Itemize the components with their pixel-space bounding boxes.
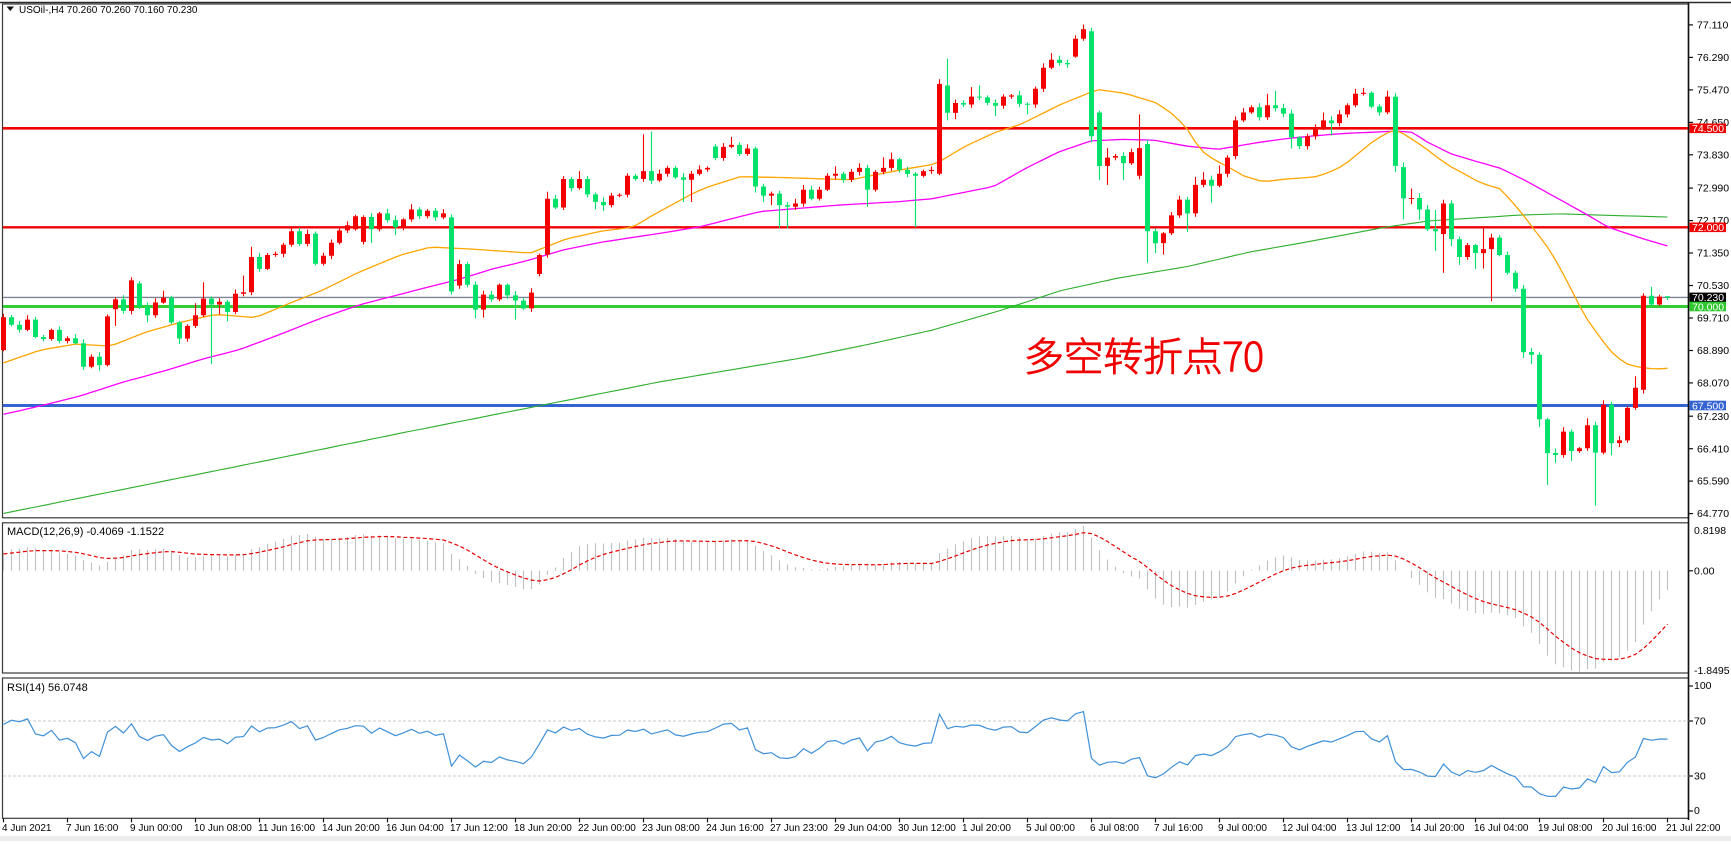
svg-text:77.110: 77.110 [1697,20,1728,32]
svg-text:MACD(12,26,9) -0.4069 -1.1522: MACD(12,26,9) -0.4069 -1.1522 [7,526,164,538]
svg-text:30: 30 [1694,771,1706,783]
svg-text:23 Jun 08:00: 23 Jun 08:00 [642,823,700,834]
svg-text:12 Jul 04:00: 12 Jul 04:00 [1282,823,1337,834]
svg-text:16 Jul 04:00: 16 Jul 04:00 [1474,823,1529,834]
svg-text:70: 70 [1694,716,1706,728]
svg-text:22 Jun 00:00: 22 Jun 00:00 [578,823,636,834]
svg-text:14 Jun 20:00: 14 Jun 20:00 [322,823,380,834]
svg-text:10 Jun 08:00: 10 Jun 08:00 [194,823,252,834]
svg-text:4 Jun 2021: 4 Jun 2021 [2,823,52,834]
svg-text:11 Jun 16:00: 11 Jun 16:00 [258,823,316,834]
svg-text:9 Jun 00:00: 9 Jun 00:00 [130,823,183,834]
svg-text:18 Jun 20:00: 18 Jun 20:00 [514,823,572,834]
svg-text:68.890: 68.890 [1697,345,1729,357]
svg-text:67.500: 67.500 [1692,400,1724,412]
svg-text:17 Jun 12:00: 17 Jun 12:00 [450,823,508,834]
svg-text:67.230: 67.230 [1697,411,1729,423]
svg-text:-1.8495: -1.8495 [1694,665,1730,677]
svg-text:71.350: 71.350 [1697,248,1729,260]
svg-text:27 Jun 23:00: 27 Jun 23:00 [770,823,828,834]
svg-text:75.470: 75.470 [1697,85,1729,97]
svg-text:USOil-,H4 70.260 70.260 70.16: USOil-,H4 70.260 70.260 70.160 70.230 [19,5,198,16]
svg-text:6 Jul 08:00: 6 Jul 08:00 [1090,823,1139,834]
svg-text:66.410: 66.410 [1697,443,1729,455]
svg-text:14 Jul 20:00: 14 Jul 20:00 [1410,823,1465,834]
svg-text:5 Jul 00:00: 5 Jul 00:00 [1026,823,1075,834]
svg-text:30 Jun 12:00: 30 Jun 12:00 [898,823,956,834]
svg-text:70.530: 70.530 [1697,280,1729,292]
svg-text:74.500: 74.500 [1692,123,1724,135]
svg-text:65.590: 65.590 [1697,476,1729,488]
svg-text:70.000: 70.000 [1692,301,1724,313]
svg-text:16 Jun 04:00: 16 Jun 04:00 [386,823,444,834]
svg-text:0.00: 0.00 [1694,566,1715,578]
svg-text:72.000: 72.000 [1692,222,1724,234]
svg-text:7 Jul 16:00: 7 Jul 16:00 [1154,823,1203,834]
svg-text:69.710: 69.710 [1697,313,1729,325]
svg-text:68.070: 68.070 [1697,378,1729,390]
svg-text:19 Jul 08:00: 19 Jul 08:00 [1538,823,1593,834]
svg-text:21 Jul 22:00: 21 Jul 22:00 [1666,823,1721,834]
svg-text:73.830: 73.830 [1697,149,1729,161]
svg-text:0.8198: 0.8198 [1694,525,1726,537]
svg-text:7 Jun 16:00: 7 Jun 16:00 [66,823,119,834]
svg-text:76.290: 76.290 [1697,52,1729,64]
svg-text:64.770: 64.770 [1697,508,1729,520]
svg-text:24 Jun 16:00: 24 Jun 16:00 [706,823,764,834]
svg-text:9 Jul 00:00: 9 Jul 00:00 [1218,823,1267,834]
svg-text:72.990: 72.990 [1697,183,1729,195]
svg-text:70.230: 70.230 [1692,292,1724,304]
svg-text:29 Jun 04:00: 29 Jun 04:00 [834,823,892,834]
svg-text:100: 100 [1694,680,1712,692]
svg-text:1 Jul 20:00: 1 Jul 20:00 [962,823,1011,834]
svg-text:RSI(14) 56.0748: RSI(14) 56.0748 [7,682,88,694]
svg-text:0: 0 [1694,805,1700,817]
svg-text:20 Jul 16:00: 20 Jul 16:00 [1602,823,1657,834]
svg-text:13 Jul 12:00: 13 Jul 12:00 [1346,823,1401,834]
